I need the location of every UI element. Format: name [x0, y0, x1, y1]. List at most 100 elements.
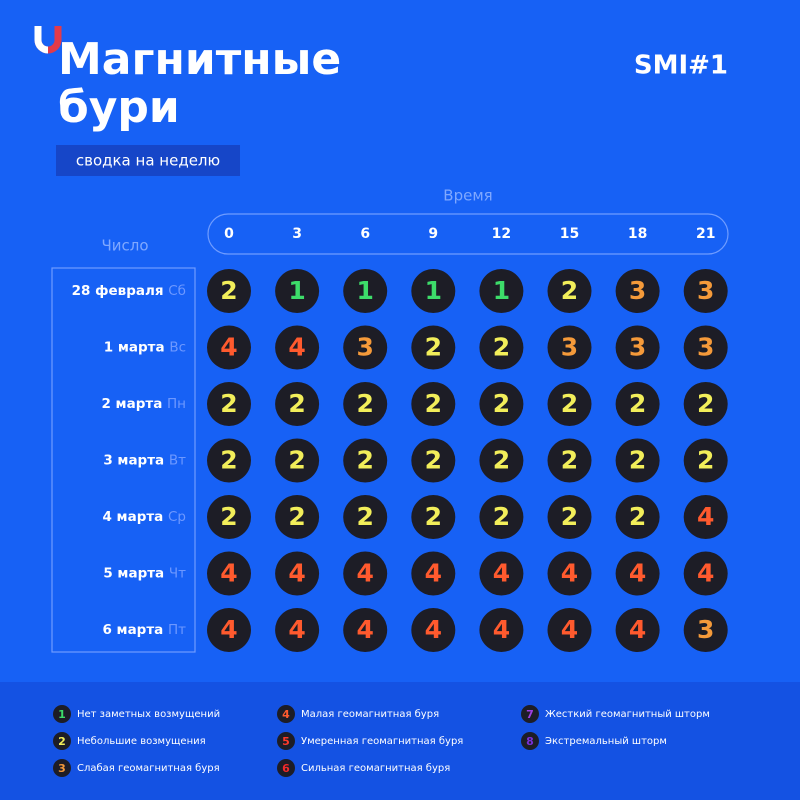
weekday: Сб [168, 283, 186, 299]
legend-circle [521, 732, 539, 750]
level-circle [683, 495, 728, 539]
level-value: 2 [561, 389, 578, 418]
legend-circle [53, 705, 71, 723]
level-circle [547, 495, 592, 539]
time-header-label: 12 [492, 226, 511, 242]
legend-label: Малая геомагнитная буря [301, 709, 439, 720]
level-circle [275, 325, 320, 370]
level-value: 4 [356, 559, 373, 588]
level-value: 4 [288, 559, 305, 588]
level-circle [207, 269, 251, 313]
level-circle [275, 495, 320, 539]
level-circle [615, 382, 660, 426]
level-circle [479, 269, 524, 313]
level-value: 4 [220, 333, 237, 362]
level-circle [343, 269, 388, 313]
legend-label: Нет заметных возмущений [77, 709, 220, 720]
level-value: 3 [629, 276, 646, 305]
time-header-label: 15 [560, 226, 579, 242]
level-circle [343, 438, 388, 483]
level-circle [343, 382, 388, 426]
level-value: 2 [493, 502, 510, 531]
legend-circle [277, 705, 295, 723]
level-value: 4 [425, 559, 442, 588]
level-value: 3 [356, 333, 373, 362]
legend-level: 6 [282, 762, 290, 775]
legend-band [0, 682, 800, 800]
level-value: 3 [561, 333, 578, 362]
level-value: 2 [356, 502, 373, 531]
level-circle [411, 382, 456, 426]
date: 1 марта [104, 340, 165, 356]
level-circle [683, 608, 728, 652]
date: 6 марта [102, 622, 163, 638]
level-circle [207, 382, 251, 426]
level-value: 4 [220, 559, 237, 588]
legend-level: 7 [526, 708, 534, 721]
legend-label: Небольшие возмущения [77, 736, 206, 747]
time-header-label: 18 [628, 226, 647, 242]
subtitle: сводка на неделю [76, 152, 220, 170]
level-circle [683, 438, 728, 483]
legend-level: 5 [282, 735, 290, 748]
weekday: Пт [168, 622, 186, 638]
level-value: 2 [493, 333, 510, 362]
level-circle [683, 325, 728, 370]
legend-label: Жесткий геомагнитный шторм [545, 709, 710, 720]
level-circle [615, 495, 660, 539]
level-value: 4 [697, 559, 714, 588]
weekday: Чт [169, 566, 186, 582]
level-circle [683, 551, 728, 596]
level-circle [207, 551, 251, 596]
level-value: 2 [561, 446, 578, 475]
level-circle [275, 382, 320, 426]
level-circle [207, 438, 251, 483]
level-value: 4 [425, 615, 442, 644]
row-date: 2 марта Пн [101, 396, 186, 412]
legend-circle [521, 705, 539, 723]
level-value: 4 [629, 559, 646, 588]
legend-label: Умеренная геомагнитная буря [301, 736, 463, 747]
legend-circle [277, 732, 295, 750]
level-value: 2 [697, 389, 714, 418]
level-circle [547, 269, 592, 313]
time-header-label: 3 [292, 226, 302, 242]
legend-level: 2 [58, 735, 66, 748]
level-circle [411, 608, 456, 652]
level-value: 3 [697, 615, 714, 644]
level-value: 3 [629, 333, 646, 362]
level-value: 2 [561, 502, 578, 531]
level-value: 2 [220, 502, 237, 531]
level-circle [343, 608, 388, 652]
level-circle [615, 269, 660, 313]
legend-level: 1 [58, 708, 66, 721]
weekday: Вс [169, 340, 186, 356]
level-circle [207, 325, 251, 370]
time-label: Время [443, 187, 492, 205]
level-value: 3 [697, 333, 714, 362]
level-circle [479, 438, 524, 483]
level-value: 2 [356, 446, 373, 475]
level-value: 1 [425, 276, 442, 305]
level-value: 1 [493, 276, 510, 305]
level-circle [411, 495, 456, 539]
level-circle [479, 382, 524, 426]
level-circle [207, 608, 251, 652]
level-circle [683, 382, 728, 426]
level-value: 4 [629, 615, 646, 644]
level-circle [411, 325, 456, 370]
level-value: 2 [629, 502, 646, 531]
level-value: 2 [425, 502, 442, 531]
time-header-label: 6 [360, 226, 370, 242]
level-circle [411, 551, 456, 596]
level-value: 2 [561, 276, 578, 305]
weekday: Вт [169, 453, 186, 469]
level-circle [615, 325, 660, 370]
brand: SMI#1 [634, 51, 728, 81]
level-value: 1 [356, 276, 373, 305]
time-header-label: 9 [428, 226, 438, 242]
level-value: 4 [356, 615, 373, 644]
level-circle [275, 608, 320, 652]
level-value: 2 [629, 446, 646, 475]
level-circle [615, 551, 660, 596]
